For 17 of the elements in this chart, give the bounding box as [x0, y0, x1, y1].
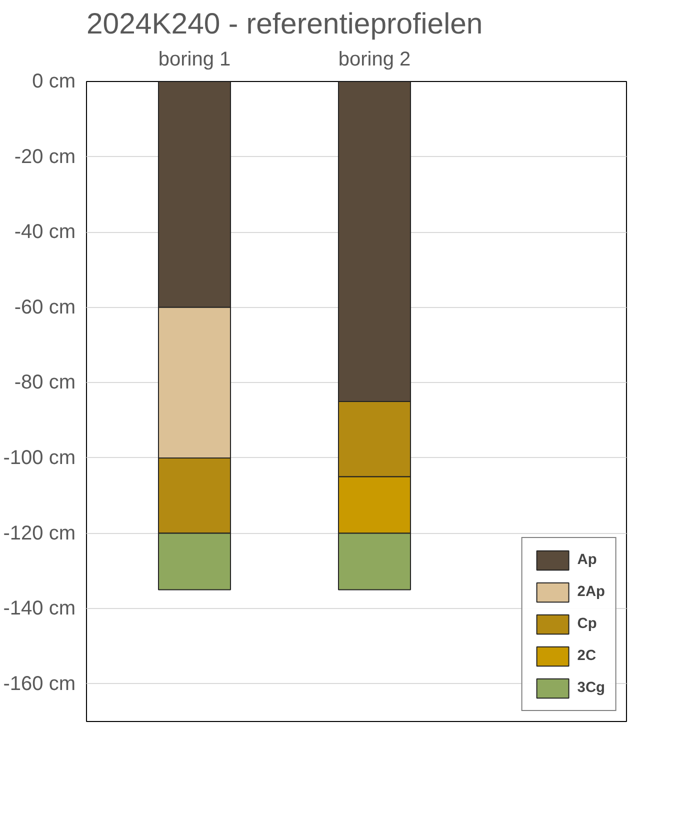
y-tick-label: -120 cm [3, 522, 76, 544]
legend-label: 3Cg [577, 680, 605, 696]
y-tick-label: -20 cm [14, 146, 76, 168]
y-tick-label: -160 cm [3, 672, 76, 695]
y-tick-label: -60 cm [14, 296, 76, 318]
y-tick-label: -40 cm [14, 221, 76, 244]
y-tick-label: -100 cm [3, 446, 76, 469]
legend-label: 2Ap [577, 584, 605, 600]
legend-label: Cp [577, 616, 598, 632]
y-tick-label: -80 cm [14, 372, 76, 394]
y-tick-label: -140 cm [3, 598, 76, 620]
legend-label: 2C [577, 648, 598, 664]
chart-title: 2024K240 - referentieprofielen [86, 8, 483, 40]
x-tick-label: boring 1 [158, 48, 231, 70]
x-tick-label: boring 2 [338, 48, 411, 70]
y-tick-label: 0 cm [32, 70, 76, 92]
legend-label: Ap [577, 552, 598, 568]
